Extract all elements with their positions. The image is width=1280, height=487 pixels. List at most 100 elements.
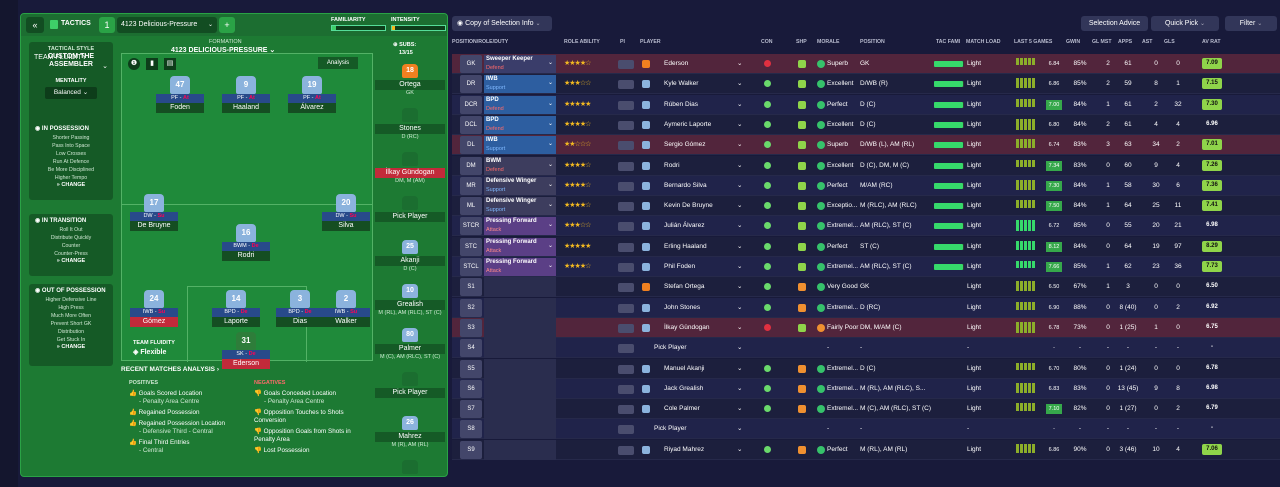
column-header[interactable]: AV RAT <box>1202 39 1221 45</box>
position-slot[interactable]: S5 <box>460 359 482 378</box>
position-slot[interactable]: DR <box>460 75 482 94</box>
pitch-player[interactable]: 14 BPD - De Laporte <box>212 290 260 327</box>
player-role[interactable]: DW - Su <box>322 212 370 221</box>
chevron-down-icon[interactable]: ⌄ <box>737 141 743 149</box>
pitch-player[interactable]: 16 BWM - De Rodri <box>222 224 270 261</box>
player-name[interactable]: Rodri <box>664 161 680 169</box>
view-select[interactable]: ◉ Copy of Selection Info ⌄ <box>452 16 552 31</box>
column-header[interactable]: GWIN <box>1066 39 1081 45</box>
sub-slot[interactable]: 18 Ortega GK <box>375 64 445 96</box>
list-icon[interactable]: ▤ <box>164 58 176 70</box>
player-instructions-icon[interactable] <box>618 181 634 191</box>
table-row[interactable]: S2 John Stones ⌄ Extremel... D (RC) Light 6.90… <box>452 297 1280 318</box>
player-name[interactable]: Pick Player <box>654 425 687 433</box>
in-transition-change-button[interactable]: » CHANGE <box>56 258 86 264</box>
table-row[interactable]: GK Sweeper Keeper Defend ⌄ ★★★★☆ Ederson ⌄ Supe… <box>452 54 1280 74</box>
player-role[interactable]: PF - At <box>222 94 270 103</box>
pitch-player[interactable]: 19 PF - At Álvarez <box>288 76 336 113</box>
table-row[interactable]: ML Defensive Winger Support ⌄ ★★★★☆ Kevin De … <box>452 196 1280 217</box>
player-name[interactable]: Kevin De Bruyne <box>664 202 713 210</box>
position-slot[interactable]: S4 <box>460 339 482 358</box>
chevron-down-icon[interactable]: ⌄ <box>737 242 743 250</box>
player-role[interactable]: DW - Su <box>130 212 178 221</box>
sub-slot[interactable]: 80 Palmer M (C), AM (RLC), ST (C) <box>375 328 445 360</box>
player-name[interactable]: Bernardo Silva <box>664 181 707 189</box>
sub-slot[interactable]: Pick Player <box>375 196 445 222</box>
table-row[interactable]: MR Defensive Winger Support ⌄ ★★★★☆ Bernardo … <box>452 175 1280 196</box>
pitch-player[interactable]: 17 DW - Su De Bruyne <box>130 194 178 231</box>
chevron-down-icon[interactable]: ⌄ <box>737 445 743 453</box>
analysis-toggle[interactable]: Analysis <box>318 57 358 69</box>
role-selector[interactable]: Pressing Forward Attack ⌄ <box>484 258 556 276</box>
role-selector[interactable]: Pressing Forward Attack ⌄ <box>484 217 556 236</box>
player-role[interactable]: IWB - Su <box>130 308 178 317</box>
player-name[interactable]: Aymeric Laporte <box>664 120 712 128</box>
tactic-selector[interactable]: 4123 Delicious-Pressure ⌄ <box>117 17 217 33</box>
table-row[interactable]: S9 Riyad Mahrez ⌄ Perfect M (RL), AM (RL) Lig… <box>452 439 1280 460</box>
role-selector[interactable]: IWB Support ⌄ <box>484 75 556 94</box>
position-slot[interactable]: MR <box>460 176 482 195</box>
player-role[interactable]: IWB - Su <box>322 308 370 317</box>
sub-slot[interactable]: Tedd <box>375 460 445 476</box>
table-row[interactable]: S3 İlkay Gündogan ⌄ Fairly Poor DM, M/AM (C)… <box>452 317 1280 338</box>
table-row[interactable]: DCL BPD Defend ⌄ ★★★★☆ Aymeric Laporte ⌄ Excell… <box>452 114 1280 135</box>
player-name[interactable]: John Stones <box>664 303 701 311</box>
position-slot[interactable]: S6 <box>460 379 482 398</box>
position-slot[interactable]: S8 <box>460 420 482 439</box>
pitch-player[interactable]: 31 SK - De Ederson <box>222 332 270 369</box>
chevron-down-icon[interactable]: ⌄ <box>737 263 743 270</box>
sub-slot[interactable]: 10 Grealish M (RL), AM (RLC), ST (C) <box>375 284 445 316</box>
table-row[interactable]: DL IWB Support ⌄ ★★☆☆☆ Sergio Gómez ⌄ Superb D/W… <box>452 135 1280 156</box>
position-slot[interactable]: DCL <box>460 115 482 134</box>
role-selector[interactable]: Defensive Winger Support ⌄ <box>484 176 556 195</box>
column-header[interactable]: ROLE ABILITY <box>564 39 600 45</box>
player-instructions-icon[interactable] <box>618 242 634 252</box>
pitch-player[interactable]: 9 PF - At Haaland <box>222 76 270 113</box>
quick-pick-button[interactable]: Quick Pick ⌄ <box>1151 16 1219 31</box>
chevron-down-icon[interactable]: ⌄ <box>737 344 743 352</box>
table-row[interactable]: S1 Stefan Ortega ⌄ Very Good GK Light 6.50 67% 1… <box>452 277 1280 298</box>
position-slot[interactable]: STCR <box>460 217 482 236</box>
column-header[interactable]: CON <box>761 39 773 45</box>
analysis-title[interactable]: RECENT MATCHES ANALYSIS › <box>121 366 219 373</box>
sub-slot[interactable]: 25 Akanji D (C) <box>375 240 445 272</box>
chevron-down-icon[interactable]: ⌄ <box>737 405 743 413</box>
chevron-down-icon[interactable]: ⌄ <box>737 120 743 128</box>
sub-slot[interactable]: İlkay Gündogan DM, M (AM) <box>375 152 445 184</box>
pitch-player[interactable]: 47 PF - At Foden <box>156 76 204 113</box>
add-tactic-button[interactable]: + <box>219 17 235 33</box>
position-slot[interactable]: STC <box>460 237 482 256</box>
chevron-down-icon[interactable]: ⌄ <box>737 384 743 392</box>
position-slot[interactable]: S7 <box>460 400 482 419</box>
player-instructions-icon[interactable] <box>618 405 634 415</box>
player-instructions-icon[interactable] <box>618 60 634 69</box>
player-role[interactable]: PF - At <box>156 94 204 103</box>
column-header[interactable]: GL MST <box>1092 39 1112 45</box>
position-slot[interactable]: DL <box>460 136 482 155</box>
chevron-down-icon[interactable]: ⌄ <box>737 222 743 230</box>
column-header[interactable]: APPS <box>1118 39 1133 45</box>
in-possession-change-button[interactable]: » CHANGE <box>56 182 86 188</box>
player-name[interactable]: İlkay Gündogan <box>664 323 710 331</box>
player-instructions-icon[interactable] <box>618 161 634 171</box>
player-name[interactable]: Pick Player <box>654 344 687 352</box>
role-selector[interactable]: IWB Support ⌄ <box>484 136 556 155</box>
table-row[interactable]: S4 Pick Player ⌄ - - - - - - - - - - <box>452 338 1280 359</box>
chevron-down-icon[interactable]: ⌄ <box>737 425 743 433</box>
column-header[interactable]: POSITION/ROLE/DUTY <box>452 39 509 45</box>
chevron-down-icon[interactable]: ⌄ <box>737 181 743 189</box>
role-selector[interactable]: Sweeper Keeper Defend ⌄ <box>484 55 556 73</box>
position-slot[interactable]: ML <box>460 197 482 216</box>
chevron-down-icon[interactable]: ⌄ <box>737 303 743 311</box>
player-name[interactable]: Manuel Akanji <box>664 364 705 372</box>
position-slot[interactable]: DM <box>460 156 482 175</box>
player-instructions-icon[interactable] <box>618 445 634 455</box>
column-header[interactable]: PI <box>620 39 625 45</box>
player-instructions-icon[interactable] <box>618 303 634 313</box>
table-row[interactable]: STCL Pressing Forward Attack ⌄ ★★★★☆ Phil Fod… <box>452 257 1280 277</box>
stats-icon[interactable]: ▮ <box>146 58 158 70</box>
position-slot[interactable]: S1 <box>460 278 482 297</box>
position-slot[interactable]: STCL <box>460 258 482 276</box>
chevron-down-icon[interactable]: ⌄ <box>737 60 743 67</box>
column-header[interactable]: MORALE <box>817 39 840 45</box>
